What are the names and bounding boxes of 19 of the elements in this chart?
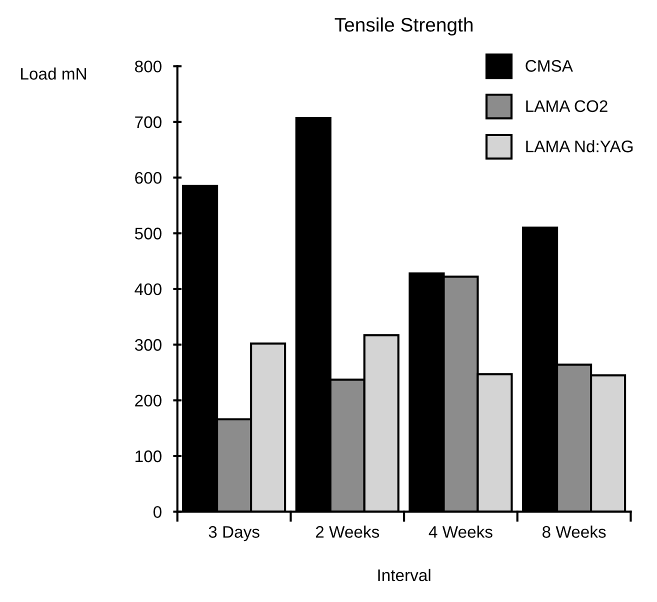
y-tick-label: 0 — [153, 506, 162, 518]
x-tick-label: 2 Weeks — [316, 526, 380, 538]
y-tick-label: 600 — [135, 172, 162, 184]
x-tick-label: 3 Days — [208, 526, 260, 542]
y-axis-title: Load mN — [21, 67, 86, 80]
legend-label: CMSA — [526, 60, 573, 72]
x-tick-label: 4 Weeks — [428, 526, 492, 538]
y-tick-label: 700 — [135, 116, 162, 128]
legend-label: LAMA CO2 — [526, 100, 608, 112]
y-tick-label: 400 — [134, 283, 162, 296]
x-tick-label: 8 Weeks — [542, 526, 606, 538]
chart-title: Tensile Strength — [334, 17, 473, 36]
y-tick-label: 300 — [134, 339, 162, 351]
y-tick-label: 800 — [135, 60, 162, 72]
y-tick-label: 200 — [135, 394, 162, 407]
x-axis-title: Interval — [378, 568, 430, 582]
legend-label: LAMA Nd:YAG — [526, 140, 633, 152]
y-tick-label: 100 — [136, 450, 162, 462]
y-tick-label: 500 — [134, 228, 162, 240]
